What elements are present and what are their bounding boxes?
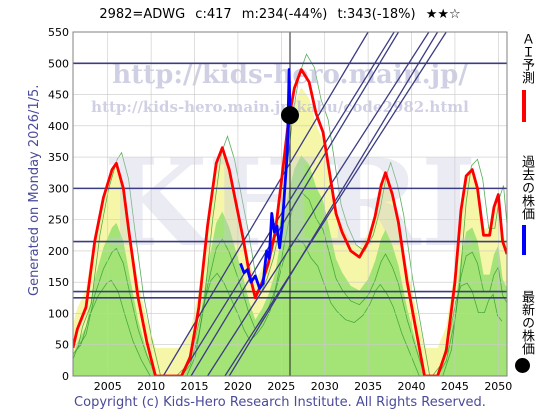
chart-header: 2982=ADWG c:417 m:234(-44%) t:343(-18%) … (0, 7, 560, 22)
y-tick-label: 150 (48, 276, 69, 289)
x-tick-label: 2020 (224, 380, 252, 393)
watermark-url-sub: http://kids-hero.main.jp/kabu/code2982.h… (91, 98, 469, 116)
legend-latest-price-marker (515, 358, 530, 373)
x-tick-label: 2040 (398, 380, 426, 393)
ai-forecast-line (73, 68, 507, 376)
target-price: t:343(-18%) (337, 7, 416, 22)
stock-code: 2982=ADWG (99, 7, 186, 22)
copyright-footer: Copyright (c) Kids-Hero Research Institu… (74, 395, 486, 410)
legend-latest-price-label: 最新の株価 (519, 290, 534, 355)
y-tick-label: 300 (48, 182, 69, 195)
min-price: m:234(-44%) (241, 7, 328, 22)
y-tick-label: 450 (48, 89, 69, 102)
x-tick-label: 2045 (441, 380, 469, 393)
legend-ai-forecast-label: ＡＩ予測 (519, 32, 534, 84)
y-tick-label: 100 (48, 307, 69, 320)
x-tick-label: 2030 (311, 380, 339, 393)
rating-stars: ★★☆ (425, 7, 461, 22)
green-guide-curve (77, 53, 507, 376)
trend-line (206, 32, 430, 376)
x-tick-label: 2050 (484, 380, 512, 393)
x-tick-label: 2035 (354, 380, 382, 393)
generated-date: Generated on Monday 2026/1/5. (27, 84, 42, 296)
y-tick-label: 550 (48, 26, 69, 39)
y-tick-label: 500 (48, 57, 69, 70)
x-tick-label: 2025 (267, 380, 295, 393)
x-tick-label: 2015 (181, 380, 209, 393)
y-tick-label: 50 (55, 339, 69, 352)
y-tick-label: 250 (48, 214, 69, 227)
trend-line (190, 32, 400, 376)
plot-content: http://kids-hero.main.jp/http://kids-her… (73, 32, 507, 376)
past-price-line (239, 68, 292, 290)
legend-past-price-swatch (522, 225, 526, 255)
latest-price-marker (281, 106, 299, 125)
y-tick-label: 400 (48, 120, 69, 133)
x-tick-label: 2010 (137, 380, 165, 393)
legend-past-price-label: 過去の株価 (519, 155, 534, 220)
plot-border (72, 31, 508, 377)
current-price: c:417 (195, 7, 232, 22)
y-tick-label: 350 (48, 151, 69, 164)
x-tick-label: 2005 (94, 380, 122, 393)
y-tick-label: 0 (62, 370, 69, 383)
y-tick-label: 200 (48, 245, 69, 258)
trend-line (180, 32, 395, 376)
legend-ai-forecast-swatch (522, 90, 526, 122)
